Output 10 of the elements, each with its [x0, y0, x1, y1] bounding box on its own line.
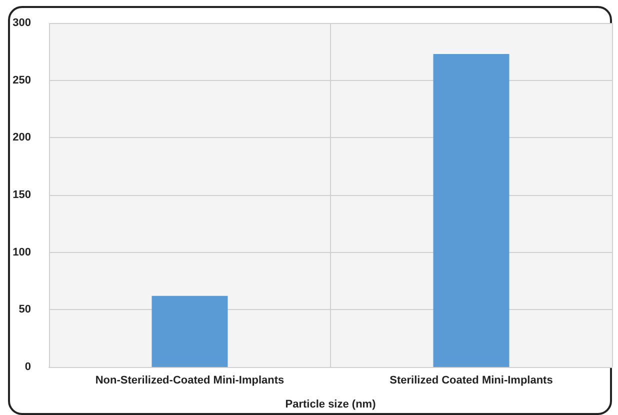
y-tick-label: 200 — [12, 132, 31, 144]
y-tick-label: 300 — [12, 17, 31, 29]
x-tick-label: Sterilized Coated Mini-Implants — [390, 374, 553, 386]
y-tick-label: 0 — [24, 361, 31, 373]
y-tick-label: 100 — [12, 246, 31, 258]
y-tick-label: 250 — [12, 74, 31, 86]
y-tick-label: 150 — [12, 189, 31, 201]
y-tick-label: 50 — [18, 304, 31, 316]
x-tick-label: Non-Sterilized-Coated Mini-Implants — [95, 374, 284, 386]
x-axis-title: Particle size (nm) — [285, 398, 376, 410]
